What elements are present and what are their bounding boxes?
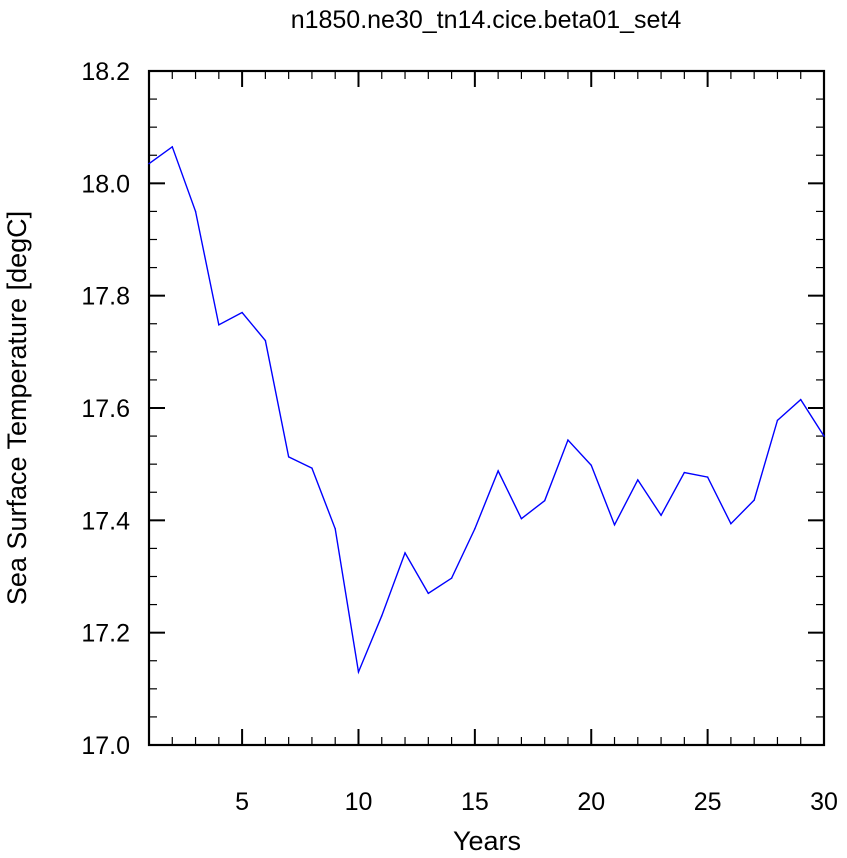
- y-tick-label: 17.8: [81, 283, 130, 311]
- data-point: [218, 324, 220, 326]
- y-tick-label: 17.6: [81, 395, 130, 423]
- data-point: [823, 435, 825, 437]
- data-point: [543, 499, 546, 502]
- data-point: [287, 456, 290, 458]
- sst-series-line: [148, 145, 825, 675]
- x-tick-label: 10: [345, 788, 373, 816]
- data-point: [753, 499, 755, 501]
- data-point: [660, 514, 662, 516]
- y-axis-title: Sea Surface Temperature [degC]: [2, 211, 32, 605]
- data-point: [404, 552, 406, 554]
- x-axis-title: Years: [453, 826, 521, 856]
- y-tick-label: 17.2: [81, 620, 130, 648]
- tick-labels: 5 10 15 20 25 30 17.0 17.2 17.4 17.6 17.8 18.0 18.2: [81, 58, 838, 816]
- data-point: [497, 470, 499, 472]
- sst-series-points: [148, 146, 825, 673]
- data-point: [706, 476, 709, 478]
- y-tick-label: 18.2: [81, 58, 130, 86]
- x-tick-label: 30: [810, 788, 838, 816]
- data-point: [637, 479, 639, 481]
- data-point: [311, 467, 313, 469]
- data-point: [194, 210, 197, 213]
- data-point: [381, 615, 383, 617]
- axis-ticks: [148, 70, 825, 746]
- data-point: [334, 528, 336, 530]
- data-point: [450, 577, 453, 579]
- data-point: [241, 311, 243, 314]
- plot-frame: [147, 69, 826, 747]
- chart-title: n1850.ne30_tn14.cice.beta01_set4: [291, 6, 682, 34]
- y-tick-label: 17.0: [81, 732, 130, 760]
- x-tick-label: 15: [461, 788, 489, 816]
- data-point: [171, 146, 173, 148]
- x-tick-label: 5: [235, 788, 249, 816]
- data-point: [800, 398, 802, 401]
- data-point: [148, 162, 150, 165]
- data-point: [776, 419, 779, 422]
- x-tick-label: 25: [694, 788, 722, 816]
- x-tick-label: 20: [577, 788, 605, 816]
- data-point: [730, 523, 732, 525]
- data-point: [474, 528, 476, 530]
- data-point: [613, 524, 616, 526]
- data-point: [357, 671, 360, 673]
- data-point: [520, 517, 523, 520]
- y-tick-label: 17.4: [81, 507, 130, 535]
- data-point: [683, 471, 686, 474]
- y-tick-label: 18.0: [81, 170, 130, 198]
- data-point: [567, 439, 569, 441]
- data-point: [427, 592, 430, 595]
- data-point: [264, 339, 267, 342]
- data-point: [590, 464, 592, 466]
